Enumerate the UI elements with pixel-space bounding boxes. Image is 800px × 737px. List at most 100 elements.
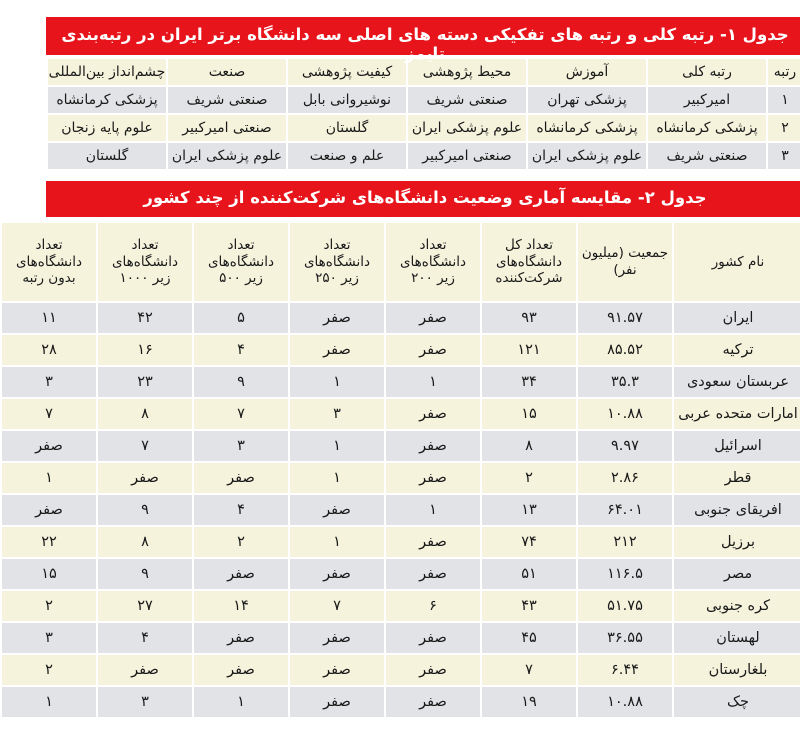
table2-cell-population: ۶.۴۴ — [553, 655, 647, 685]
table2-cell-country: لهستان — [649, 623, 777, 653]
table2-cell-under250: ۱ — [265, 431, 359, 461]
table2-cell-country: چک — [649, 687, 777, 717]
table2-cell-population: ۳۵.۳ — [553, 367, 647, 397]
table2-cell-under1000: ۸ — [73, 527, 167, 557]
table2-cell-under250: ۱ — [265, 367, 359, 397]
table2-cell-under1000: ۴ — [73, 623, 167, 653]
table1-cell-overall: امیرکبیر — [623, 87, 741, 113]
table2-cell-under250: ۷ — [265, 591, 359, 621]
table2-cell-unranked: ۲۸ — [0, 335, 71, 365]
table2-cell-under500: ۹ — [169, 367, 263, 397]
table-row: بلغارستان ۶.۴۴ ۷ صفر صفر صفر صفر ۲ — [0, 655, 777, 685]
table2-cell-under200: ۶ — [361, 591, 455, 621]
table2-cell-under200: صفر — [361, 303, 455, 333]
table-row: افریقای جنوبی ۶۴.۰۱ ۱۳ ۱ صفر ۴ ۹ صفر — [0, 495, 777, 525]
table1-cell-research-env: علوم پزشکی ایران — [383, 115, 501, 141]
table2-cell-unranked: ۱ — [0, 687, 71, 717]
table2-cell-total: ۹۳ — [457, 303, 551, 333]
table2-cell-under200: ۱ — [361, 367, 455, 397]
table2-cell-under500: ۳ — [169, 431, 263, 461]
table-row: ترکیه ۸۵.۵۲ ۱۲۱ صفر صفر ۴ ۱۶ ۲۸ — [0, 335, 777, 365]
table2-cell-total: ۱۹ — [457, 687, 551, 717]
table2-cell-population: ۲۱۲ — [553, 527, 647, 557]
table2-cell-unranked: ۲۲ — [0, 527, 71, 557]
table1-cell-research-env: صنعتی شریف — [383, 87, 501, 113]
table1-cell-teaching: علوم پزشکی ایران — [503, 143, 621, 169]
table1-header-international: چشم‌انداز بین‌المللی — [23, 59, 141, 85]
table2-cell-total: ۱۳ — [457, 495, 551, 525]
table2-cell-unranked: ۷ — [0, 399, 71, 429]
table2-cell-unranked: ۱ — [0, 463, 71, 493]
table1-cell-international: گلستان — [23, 143, 141, 169]
table1-cell-research-quality: نوشیروانی بابل — [263, 87, 381, 113]
table2-cell-under250: صفر — [265, 687, 359, 717]
table2-cell-population: ۶۴.۰۱ — [553, 495, 647, 525]
table2-cell-under250: صفر — [265, 335, 359, 365]
table2-cell-under500: ۱۴ — [169, 591, 263, 621]
table2-cell-country: کره جنوبی — [649, 591, 777, 621]
table2-header-total: تعداد کل دانشگاه‌های شرکت‌کننده — [457, 223, 551, 301]
table2-cell-country: برزیل — [649, 527, 777, 557]
table1: رتبه رتبه کلی آموزش محیط پژوهشی کیفیت پژ… — [21, 57, 779, 171]
table2-cell-under200: صفر — [361, 623, 455, 653]
table2-cell-under1000: ۲۳ — [73, 367, 167, 397]
table2-cell-total: ۵۱ — [457, 559, 551, 589]
table2-cell-unranked: ۲ — [0, 655, 71, 685]
table2-cell-population: ۱۰.۸۸ — [553, 399, 647, 429]
table2-header-row: نام کشور جمعیت (میلیون نفر) تعداد کل دان… — [0, 223, 777, 301]
table-row: لهستان ۳۶.۵۵ ۴۵ صفر صفر صفر ۴ ۳ — [0, 623, 777, 653]
table1-cell-industry: صنعتی شریف — [143, 87, 261, 113]
table1-cell-industry: صنعتی امیرکبیر — [143, 115, 261, 141]
table2-cell-under200: صفر — [361, 527, 455, 557]
table2-cell-under1000: ۹ — [73, 495, 167, 525]
table2-cell-total: ۷۴ — [457, 527, 551, 557]
table2-cell-under250: صفر — [265, 495, 359, 525]
table2-cell-under200: صفر — [361, 463, 455, 493]
table2-header-country: نام کشور — [649, 223, 777, 301]
table1-cell-research-env: صنعتی امیرکبیر — [383, 143, 501, 169]
table-row: برزیل ۲۱۲ ۷۴ صفر ۱ ۲ ۸ ۲۲ — [0, 527, 777, 557]
table2-cell-unranked: صفر — [0, 431, 71, 461]
table2-cell-under500: ۱ — [169, 687, 263, 717]
table2-cell-total: ۲ — [457, 463, 551, 493]
table1-header-overall: رتبه کلی — [623, 59, 741, 85]
table1-header-research-quality: کیفیت پژوهشی — [263, 59, 381, 85]
table2-cell-total: ۱۲۱ — [457, 335, 551, 365]
table-row: ۲ پزشکی کرمانشاه پزشکی کرمانشاه علوم پزش… — [23, 115, 777, 141]
table2-cell-under250: ۱ — [265, 463, 359, 493]
table1-cell-rank: ۲ — [743, 115, 777, 141]
table2-cell-country: امارات متحده عربی — [649, 399, 777, 429]
table-gap-divider — [21, 171, 779, 181]
table2-cell-country: ترکیه — [649, 335, 777, 365]
table2-cell-under200: صفر — [361, 687, 455, 717]
table2-cell-country: عربستان سعودی — [649, 367, 777, 397]
table1-cell-research-quality: علم و صنعت — [263, 143, 381, 169]
table2-cell-under200: صفر — [361, 431, 455, 461]
table2-cell-population: ۱۱۶.۵ — [553, 559, 647, 589]
table2-cell-under1000: ۷ — [73, 431, 167, 461]
table-row: اسرائیل ۹.۹۷ ۸ صفر ۱ ۳ ۷ صفر — [0, 431, 777, 461]
table-row: قطر ۲.۸۶ ۲ صفر ۱ صفر صفر ۱ — [0, 463, 777, 493]
table2-title-banner: جدول ۲- مقایسه آماری وضعیت دانشگاه‌های ش… — [21, 181, 779, 217]
table2-cell-under1000: ۲۷ — [73, 591, 167, 621]
table2: نام کشور جمعیت (میلیون نفر) تعداد کل دان… — [0, 221, 779, 719]
table2-cell-unranked: ۳ — [0, 367, 71, 397]
table2-header-under250: تعداد دانشگاه‌های زیر ۲۵۰ — [265, 223, 359, 301]
table2-cell-under250: ۱ — [265, 527, 359, 557]
table2-cell-total: ۱۵ — [457, 399, 551, 429]
table1-cell-overall: صنعتی شریف — [623, 143, 741, 169]
page-root: جدول ۱- رتبه کلی و رتبه های تفکیکی دسته … — [0, 0, 800, 737]
table2-cell-population: ۱۰.۸۸ — [553, 687, 647, 717]
table2-cell-total: ۸ — [457, 431, 551, 461]
table1-cell-teaching: پزشکی کرمانشاه — [503, 115, 621, 141]
table2-cell-country: ایران — [649, 303, 777, 333]
table2-header-under1000: تعداد دانشگاه‌های زیر ۱۰۰۰ — [73, 223, 167, 301]
table2-cell-unranked: ۲ — [0, 591, 71, 621]
table2-cell-under1000: ۳ — [73, 687, 167, 717]
table2-cell-population: ۳۶.۵۵ — [553, 623, 647, 653]
table2-container: نام کشور جمعیت (میلیون نفر) تعداد کل دان… — [21, 221, 779, 719]
table2-cell-total: ۴۵ — [457, 623, 551, 653]
table2-cell-population: ۹.۹۷ — [553, 431, 647, 461]
table1-cell-research-quality: گلستان — [263, 115, 381, 141]
table2-cell-under1000: ۸ — [73, 399, 167, 429]
